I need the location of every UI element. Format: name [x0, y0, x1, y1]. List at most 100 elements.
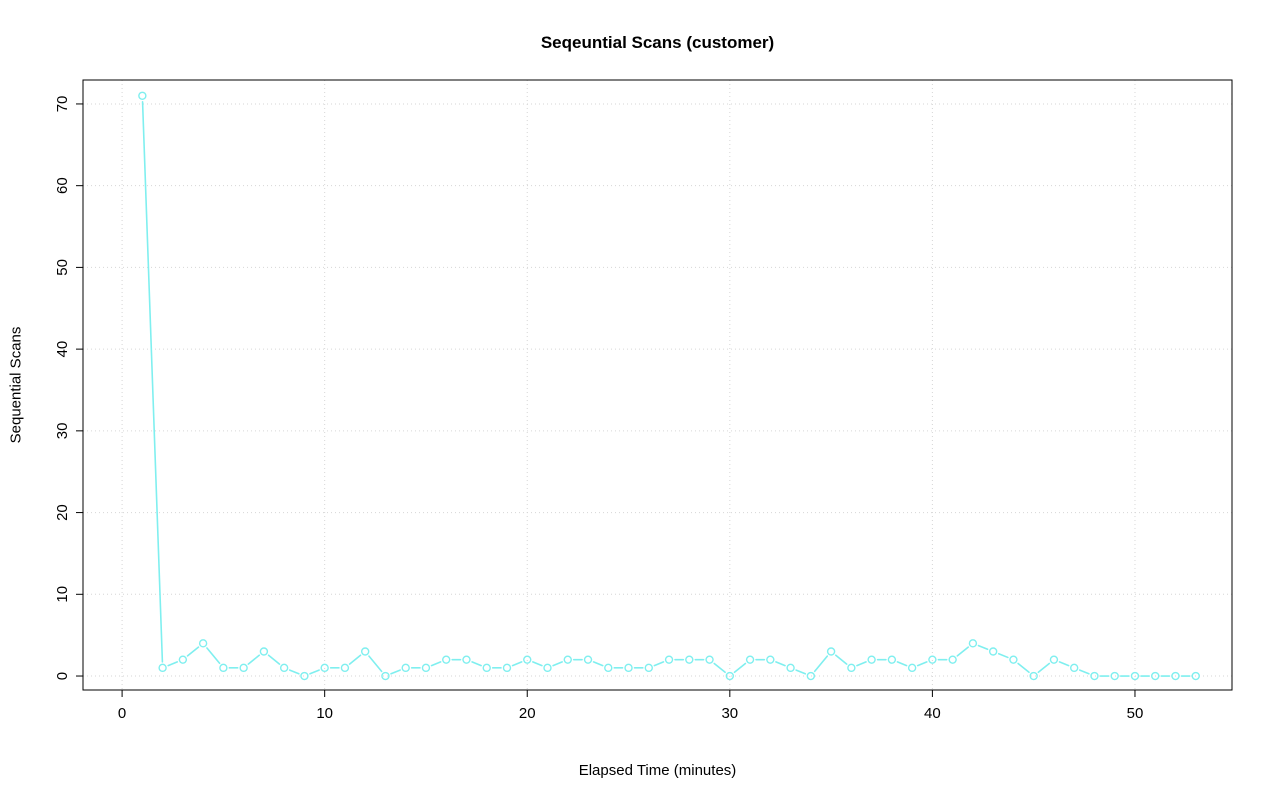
series-segment — [471, 661, 482, 667]
data-point — [543, 663, 552, 673]
series-segment — [206, 647, 221, 665]
y-axis-label: Sequential Scans — [7, 326, 25, 444]
data-point — [624, 663, 633, 673]
data-point — [604, 663, 613, 673]
y-tick-label: 0 — [54, 672, 71, 680]
series-segment — [1017, 662, 1030, 674]
series-segment — [288, 669, 300, 675]
chart-title: Seqeuntial Scans (customer) — [540, 33, 775, 52]
data-point — [239, 663, 248, 673]
data-point — [583, 655, 593, 664]
data-point — [1090, 671, 1099, 681]
data-point — [847, 663, 856, 673]
series-segment — [247, 654, 261, 665]
data-point — [1151, 671, 1160, 681]
series-segment — [368, 655, 383, 673]
data-point — [1130, 671, 1140, 681]
data-point — [806, 671, 816, 681]
data-point — [401, 663, 410, 673]
data-point — [1171, 671, 1180, 681]
series-segment — [511, 661, 523, 667]
series-segment — [348, 654, 362, 665]
y-tick-label: 70 — [54, 96, 71, 113]
series-segment — [1078, 669, 1090, 675]
series-segment — [956, 646, 970, 657]
data-point — [948, 655, 957, 664]
x-tick-label: 30 — [721, 705, 738, 722]
data-point — [1191, 671, 1200, 681]
data-point — [198, 639, 208, 648]
data-point — [421, 663, 431, 673]
data-point — [178, 655, 188, 664]
data-point — [1029, 671, 1038, 681]
data-point — [563, 655, 572, 664]
data-point — [482, 663, 491, 673]
data-point — [928, 655, 937, 664]
series-segment — [653, 661, 665, 667]
plot-border — [82, 79, 1233, 691]
data-point — [502, 663, 512, 673]
data-point — [664, 655, 674, 664]
series-segment — [430, 661, 442, 667]
data-point — [158, 663, 167, 673]
series-segment — [532, 661, 543, 667]
data-point — [887, 655, 897, 664]
series-segment — [1058, 661, 1070, 667]
y-tick-label: 50 — [54, 259, 71, 276]
data-point — [725, 671, 735, 681]
data-point — [988, 647, 998, 656]
data-point — [1110, 671, 1119, 681]
data-point — [907, 663, 917, 673]
data-point — [826, 647, 836, 656]
y-tick-label: 10 — [54, 586, 71, 603]
series-segment — [167, 661, 179, 667]
series-segment — [267, 654, 281, 665]
series-segment — [856, 661, 867, 667]
data-point — [279, 663, 289, 673]
series-segment — [916, 661, 928, 667]
data-point — [786, 663, 795, 673]
series-segment — [141, 100, 164, 663]
x-tick-label: 50 — [1127, 705, 1144, 722]
series-segment — [896, 661, 908, 667]
series-segment — [592, 661, 604, 667]
series-segment — [775, 661, 786, 667]
data-point — [745, 655, 755, 664]
series-segment — [1037, 662, 1051, 674]
data-point — [340, 663, 350, 673]
series-segment — [713, 662, 726, 674]
y-tick-label: 20 — [54, 504, 71, 521]
y-tick-label: 60 — [54, 177, 71, 194]
data-point — [1049, 655, 1059, 664]
x-axis-label: Elapsed Time (minutes) — [578, 762, 737, 779]
x-tick-label: 20 — [519, 705, 536, 722]
data-point — [705, 655, 714, 664]
series-segment — [795, 669, 807, 675]
data-point — [381, 671, 390, 681]
data-point — [360, 647, 370, 656]
series-segment — [309, 669, 320, 675]
data-point — [300, 671, 309, 681]
series-segment — [733, 662, 747, 674]
data-point — [766, 655, 775, 664]
data-point — [320, 663, 329, 673]
data-point — [259, 647, 269, 656]
y-tick-label: 30 — [54, 423, 71, 440]
x-tick-label: 0 — [118, 705, 126, 722]
x-tick-label: 10 — [316, 705, 333, 722]
series-segment — [552, 661, 563, 667]
data-point — [523, 655, 532, 664]
series-segment — [390, 669, 401, 675]
y-tick-label: 40 — [54, 341, 71, 358]
x-tick-label: 40 — [924, 705, 941, 722]
series-segment — [186, 646, 200, 657]
data-point — [138, 91, 147, 100]
series-segment — [977, 644, 989, 651]
data-point — [644, 663, 653, 673]
data-point — [1009, 655, 1018, 664]
data-point — [968, 639, 978, 648]
data-point — [1069, 663, 1079, 673]
data-point — [442, 655, 451, 664]
